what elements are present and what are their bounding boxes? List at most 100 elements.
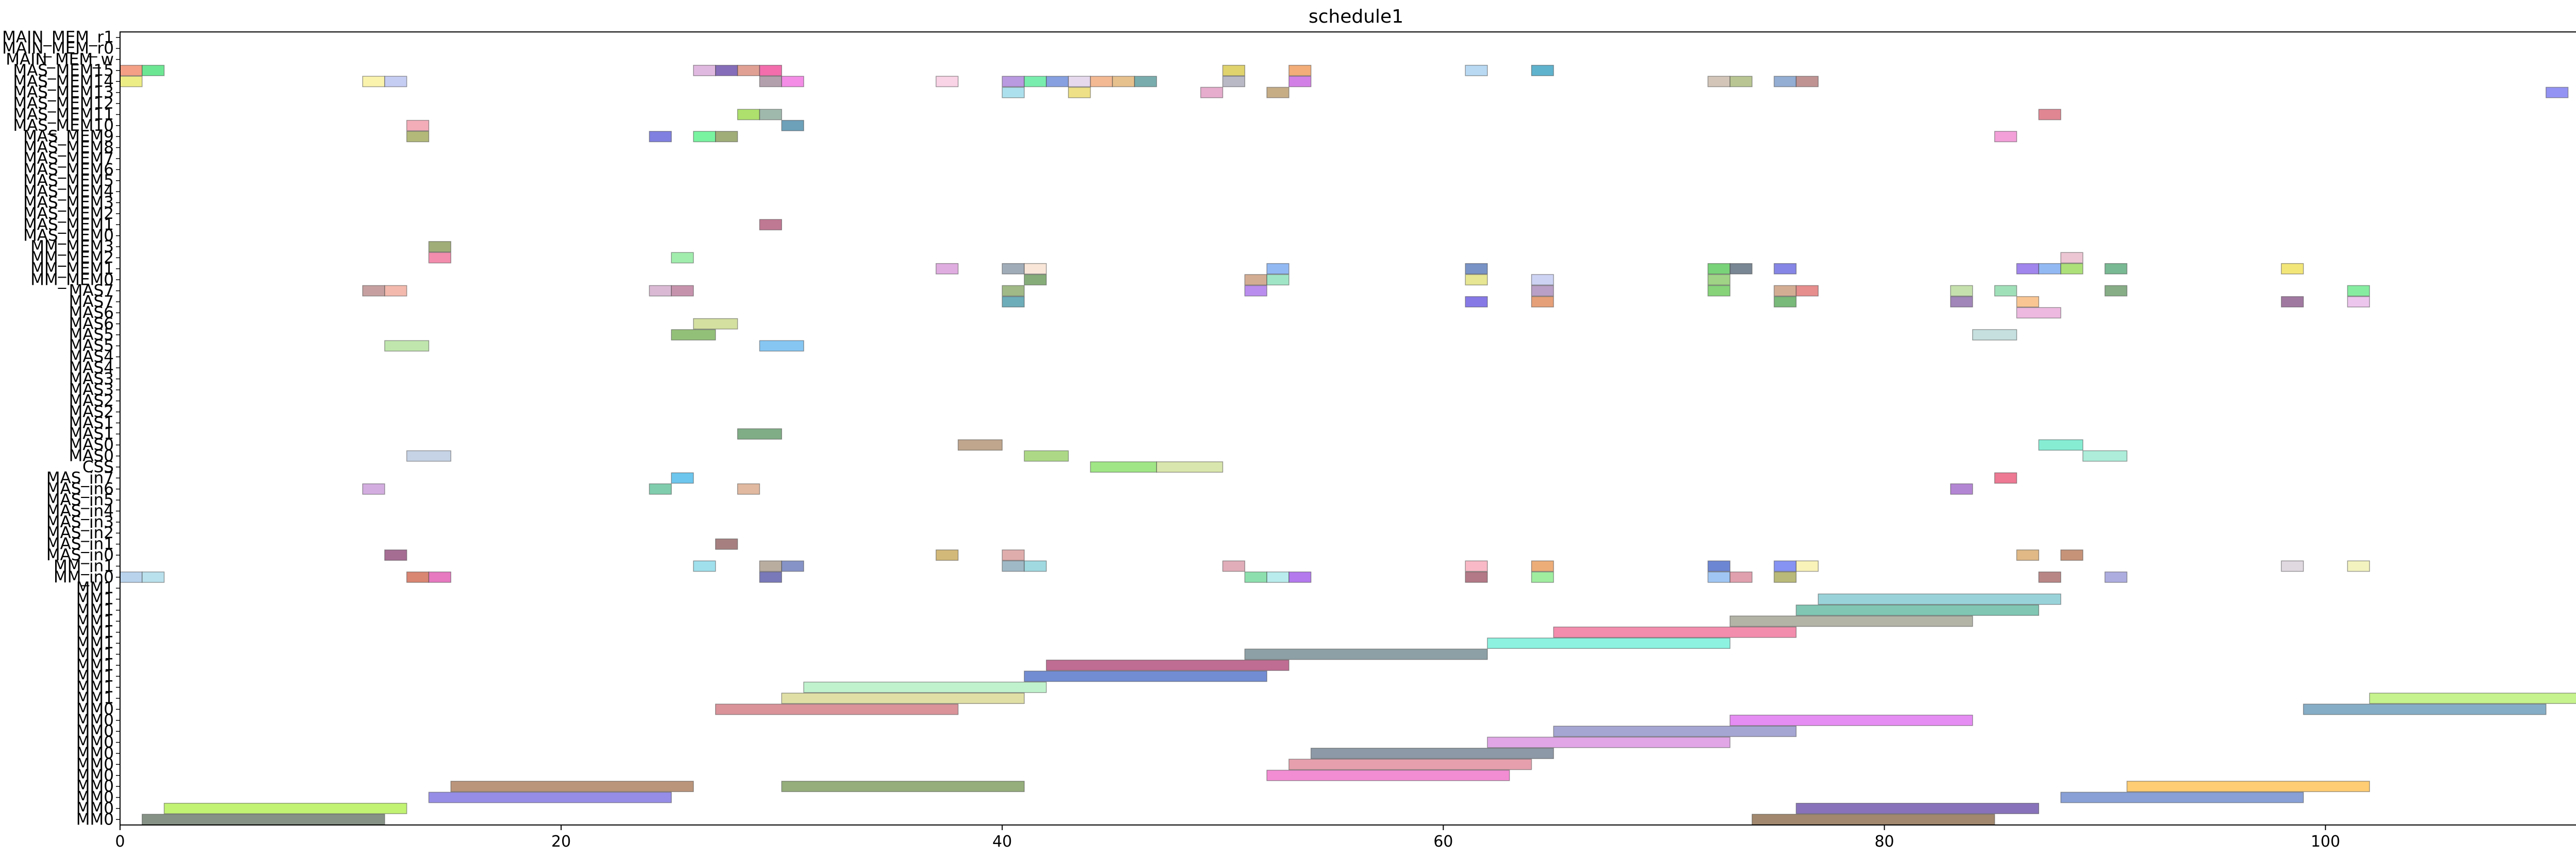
task-bar <box>1531 296 1554 307</box>
y-tick-label: MAS6 <box>69 303 114 322</box>
task-bar <box>1773 560 1797 572</box>
task-bar <box>957 439 1003 451</box>
task-bar <box>1134 76 1157 88</box>
task-bar <box>671 285 694 297</box>
task-bar <box>2303 703 2547 715</box>
task-bar <box>1531 285 1554 297</box>
task-bar <box>1531 274 1554 286</box>
y-tick-label: MM1 <box>76 579 114 597</box>
task-bar <box>1707 571 1731 583</box>
y-tick-label: MM0 <box>76 810 114 829</box>
task-bar <box>362 285 385 297</box>
y-tick-label: MAS_MEM13 <box>13 83 114 102</box>
task-bar <box>649 285 672 297</box>
task-bar <box>759 219 782 231</box>
task-bar <box>781 76 804 88</box>
task-bars <box>120 64 2576 825</box>
y-tick-label: MAS3 <box>69 381 114 399</box>
task-bar <box>1310 748 1554 759</box>
y-tick-label: MM0 <box>76 700 114 718</box>
y-tick-label: MAS_MEM9 <box>23 127 114 146</box>
y-tick-label: MAS_MEM15 <box>13 61 114 80</box>
y-tick-label: MM1 <box>76 634 114 652</box>
y-tick-label: MAS_MEM1 <box>23 215 114 234</box>
y-tick-label: MAS7 <box>69 293 114 311</box>
task-bar <box>1707 285 1731 297</box>
task-bar <box>759 340 804 352</box>
task-bar <box>1090 76 1113 88</box>
y-tick-label: MM1 <box>76 645 114 663</box>
task-bar <box>1002 296 1025 307</box>
y-tick-label: MAS5 <box>69 325 114 344</box>
task-bar <box>142 571 165 583</box>
y-tick-label: MAS6 <box>69 315 114 333</box>
task-bar <box>1795 560 1819 572</box>
y-tick-label: MAS_MEM10 <box>13 116 114 135</box>
y-tick-label: MAS_MEM12 <box>13 94 114 113</box>
task-bar <box>2060 792 2304 803</box>
task-bar <box>1730 571 1753 583</box>
task-bar <box>362 76 385 88</box>
task-bar <box>1024 76 1047 88</box>
task-bar <box>715 703 959 715</box>
task-bar <box>2060 252 2083 264</box>
task-bar <box>759 560 782 572</box>
y-tick-label: MAS4 <box>69 348 114 366</box>
task-bar <box>671 252 694 264</box>
y-tick-label: MM1 <box>76 590 114 609</box>
x-tick-label: 100 <box>2311 833 2340 851</box>
task-bar <box>936 263 959 274</box>
y-tick-label: MAS2 <box>69 392 114 410</box>
task-bar <box>120 571 143 583</box>
task-bar <box>384 549 408 561</box>
y-tick-label: MAS_MEM7 <box>23 149 114 168</box>
task-bar <box>1289 76 1312 88</box>
task-bar <box>1773 296 1797 307</box>
task-bar <box>2104 263 2128 274</box>
task-bar <box>1289 571 1312 583</box>
y-tick-label: MAS_in0 <box>46 546 114 564</box>
task-bar <box>1465 571 1488 583</box>
task-bar <box>1795 76 1819 88</box>
task-bar <box>2016 296 2039 307</box>
task-bar <box>1553 726 1797 737</box>
task-bar <box>671 329 716 341</box>
task-bar <box>1244 285 1267 297</box>
task-bar <box>384 76 408 88</box>
y-tick-label: MM_MEM3 <box>30 237 114 256</box>
task-bar <box>1465 263 1488 274</box>
y-tick-label: MAS_MEM11 <box>13 105 114 124</box>
y-tick-label: MAIN_MEM_r0 <box>2 39 114 58</box>
task-bar <box>1024 560 1047 572</box>
y-tick-label: MAS5 <box>69 337 114 355</box>
x-axis: 0 20 40 60 80 100 <box>115 825 2340 851</box>
task-bar <box>384 340 430 352</box>
task-bar <box>1465 64 1488 76</box>
x-tick-label: 80 <box>1874 833 1894 851</box>
task-bar <box>1465 560 1488 572</box>
task-bar <box>120 64 143 76</box>
task-bar <box>1266 274 1290 286</box>
task-bar <box>1773 263 1797 274</box>
y-tick-label: MAS1 <box>69 425 114 443</box>
task-bar <box>1531 571 1554 583</box>
task-bar <box>1024 450 1069 462</box>
y-tick-label: MM1 <box>76 667 114 685</box>
task-bar <box>1046 76 1069 88</box>
task-bar <box>1002 560 1025 572</box>
y-tick-label: MM0 <box>76 777 114 796</box>
y-tick-label: MAS7 <box>69 282 114 300</box>
task-bar <box>1024 670 1267 682</box>
task-bar <box>693 131 716 143</box>
y-tick-label: MM_MEM2 <box>30 248 114 267</box>
y-tick-label: MAS_in4 <box>46 502 114 520</box>
task-bar <box>1531 560 1554 572</box>
task-bar <box>1266 87 1290 98</box>
task-bar <box>1751 814 1995 825</box>
task-bar <box>1487 638 1731 649</box>
task-bar <box>2060 549 2083 561</box>
y-tick-label: MM1 <box>76 656 114 675</box>
task-bar <box>2281 560 2304 572</box>
y-tick-label: MM0 <box>76 766 114 785</box>
